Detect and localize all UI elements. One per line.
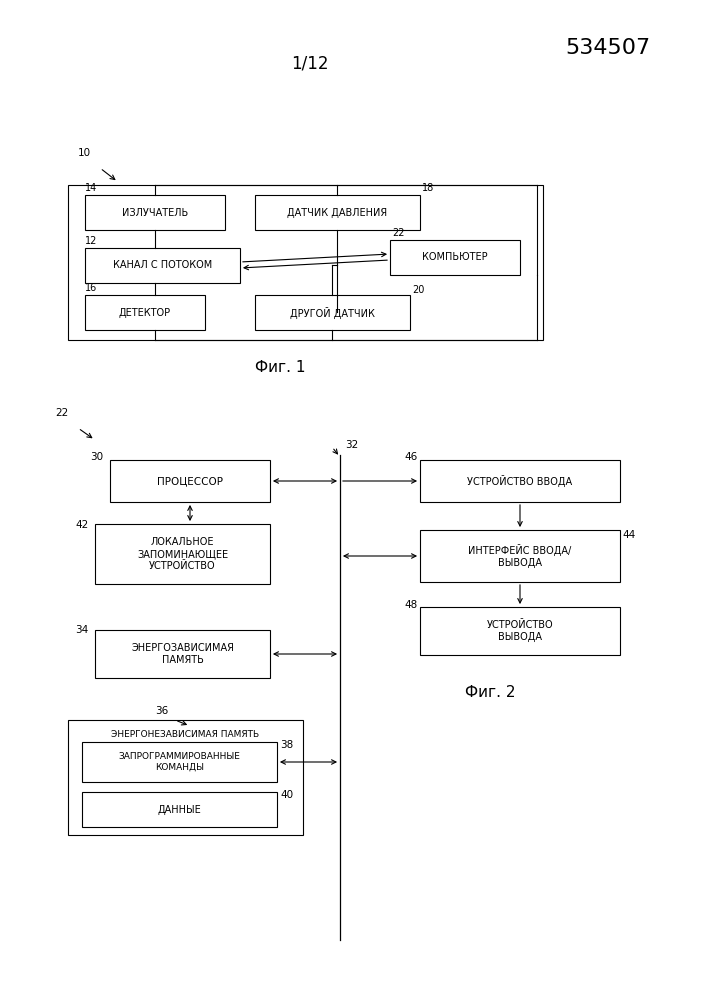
Text: 10: 10 bbox=[78, 148, 91, 158]
Text: ДРУГОЙ ДАТЧИК: ДРУГОЙ ДАТЧИК bbox=[290, 306, 375, 319]
Bar bbox=[255, 195, 420, 230]
Text: 42: 42 bbox=[75, 520, 88, 530]
Text: 46: 46 bbox=[404, 452, 418, 462]
Text: УСТРОЙСТВО ВВОДА: УСТРОЙСТВО ВВОДА bbox=[467, 475, 573, 487]
Text: 20: 20 bbox=[412, 285, 424, 295]
Text: 534507: 534507 bbox=[565, 38, 650, 58]
Text: 14: 14 bbox=[85, 183, 98, 193]
Bar bbox=[68, 720, 303, 835]
Bar bbox=[82, 792, 277, 827]
Bar bbox=[85, 295, 205, 330]
Text: КОМПЬЮТЕР: КОМПЬЮТЕР bbox=[422, 252, 488, 262]
Text: 32: 32 bbox=[345, 440, 358, 450]
Bar bbox=[95, 524, 270, 584]
Bar bbox=[82, 742, 277, 782]
Text: 18: 18 bbox=[422, 183, 434, 193]
Bar bbox=[390, 240, 520, 275]
Text: Фиг. 1: Фиг. 1 bbox=[255, 360, 305, 375]
Text: 22: 22 bbox=[55, 408, 69, 418]
Bar bbox=[95, 630, 270, 678]
Text: 1/12: 1/12 bbox=[291, 55, 329, 73]
Bar bbox=[110, 460, 270, 502]
Text: 44: 44 bbox=[622, 530, 636, 540]
Text: ДАТЧИК ДАВЛЕНИЯ: ДАТЧИК ДАВЛЕНИЯ bbox=[288, 207, 387, 218]
Text: УСТРОЙСТВО
ВЫВОДА: УСТРОЙСТВО ВЫВОДА bbox=[486, 620, 554, 642]
Text: КАНАЛ С ПОТОКОМ: КАНАЛ С ПОТОКОМ bbox=[113, 260, 212, 270]
Text: ИЗЛУЧАТЕЛЬ: ИЗЛУЧАТЕЛЬ bbox=[122, 208, 188, 218]
Text: ПРОЦЕССОР: ПРОЦЕССОР bbox=[157, 476, 223, 486]
Text: 38: 38 bbox=[280, 740, 293, 750]
Text: 22: 22 bbox=[392, 228, 404, 238]
Text: ЭНЕРГОЗАВИСИМАЯ
ПАМЯТЬ: ЭНЕРГОЗАВИСИМАЯ ПАМЯТЬ bbox=[131, 643, 234, 665]
Bar bbox=[255, 295, 410, 330]
Text: ДАННЫЕ: ДАННЫЕ bbox=[158, 804, 201, 815]
Bar bbox=[85, 248, 240, 283]
Text: Фиг. 2: Фиг. 2 bbox=[464, 685, 515, 700]
Text: ЗАПРОГРАММИРОВАННЫЕ
КОМАНДЫ: ЗАПРОГРАММИРОВАННЫЕ КОМАНДЫ bbox=[119, 752, 240, 772]
Text: 36: 36 bbox=[155, 706, 168, 716]
Text: 30: 30 bbox=[90, 452, 103, 462]
Bar bbox=[420, 530, 620, 582]
Text: ЭНЕРГОНЕЗАВИСИМАЯ ПАМЯТЬ: ЭНЕРГОНЕЗАВИСИМАЯ ПАМЯТЬ bbox=[111, 730, 259, 739]
Text: 16: 16 bbox=[85, 283, 98, 293]
Bar bbox=[420, 460, 620, 502]
Text: 12: 12 bbox=[85, 236, 98, 246]
Text: ИНТЕРФЕЙС ВВОДА/
ВЫВОДА: ИНТЕРФЕЙС ВВОДА/ ВЫВОДА bbox=[468, 544, 572, 568]
Bar bbox=[68, 185, 543, 340]
Text: ЛОКАЛЬНОЕ
ЗАПОМИНАЮЩЕЕ
УСТРОЙСТВО: ЛОКАЛЬНОЕ ЗАПОМИНАЮЩЕЕ УСТРОЙСТВО bbox=[137, 537, 228, 571]
Text: 48: 48 bbox=[404, 600, 418, 610]
Text: ДЕТЕКТОР: ДЕТЕКТОР bbox=[119, 307, 171, 318]
Bar bbox=[420, 607, 620, 655]
Text: 40: 40 bbox=[280, 790, 293, 800]
Text: 34: 34 bbox=[75, 625, 88, 635]
Bar bbox=[85, 195, 225, 230]
